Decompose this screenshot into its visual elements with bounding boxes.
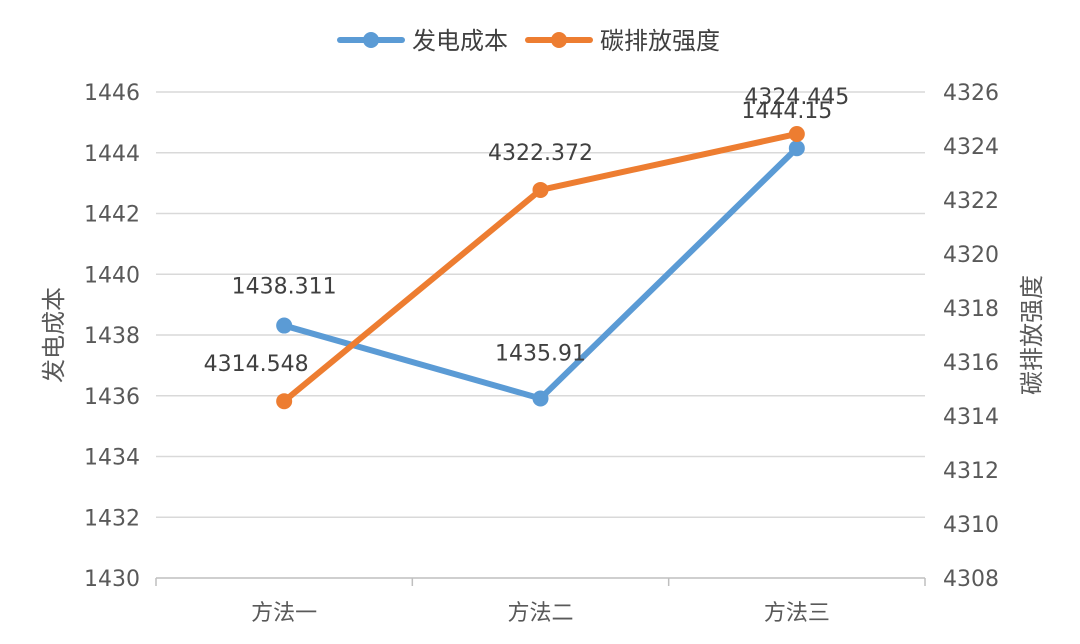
- y-right-tick-label: 4326: [943, 81, 999, 106]
- x-tick-label: 方法二: [507, 601, 573, 626]
- data-label-2: 4314.548: [204, 352, 309, 377]
- y-right-tick-label: 4310: [943, 513, 999, 538]
- data-label-1: 1438.311: [232, 275, 337, 300]
- y-right-tick-label: 4308: [943, 567, 999, 592]
- y-left-tick-label: 1446: [84, 81, 140, 106]
- legend: 发电成本 碳排放强度: [337, 27, 720, 55]
- y-right-tick-label: 4316: [943, 351, 999, 376]
- y-left-tick-label: 1432: [84, 506, 140, 531]
- series-2-point: [276, 393, 293, 410]
- x-tick-label: 方法三: [764, 601, 830, 626]
- legend-label-1: 发电成本: [412, 27, 508, 55]
- series-lines: [276, 125, 805, 410]
- series-1-point: [532, 390, 549, 407]
- legend-label-2: 碳排放强度: [600, 27, 720, 55]
- y-left-tick-label: 1442: [84, 203, 140, 228]
- data-label-2: 4322.372: [488, 141, 593, 166]
- y-left-tick-label: 1436: [84, 385, 140, 410]
- data-label-1: 1435.91: [495, 341, 586, 366]
- legend-swatch-marker-1: [363, 32, 379, 48]
- x-tick-label: 方法一: [251, 601, 317, 626]
- data-label-1: 1444.15: [741, 99, 832, 124]
- y-right-axis-title: 碳排放强度: [1018, 275, 1046, 395]
- y-right-tick-label: 4314: [943, 405, 999, 430]
- legend-swatch-marker-2: [551, 32, 567, 48]
- y-left-tick-label: 1430: [84, 567, 140, 592]
- y-left-axis-title: 发电成本: [40, 287, 68, 383]
- y-left-tick-label: 1434: [84, 446, 140, 471]
- y-right-tick-label: 4322: [943, 189, 999, 214]
- y-right-tick-label: 4318: [943, 297, 999, 322]
- data-label-2: 4324.445: [744, 85, 849, 110]
- series-1-point: [788, 140, 805, 157]
- y-right-tick-label: 4324: [943, 135, 999, 160]
- y-left-tick-label: 1444: [84, 142, 140, 167]
- y-left-tick-label: 1438: [84, 324, 140, 349]
- y-left-tick-label: 1440: [84, 263, 140, 288]
- series-2-point: [532, 181, 549, 198]
- series-2-point: [788, 125, 805, 142]
- series-1-point: [276, 317, 293, 334]
- y-right-tick-label: 4312: [943, 459, 999, 484]
- data-labels: 1438.311 1435.91 1444.15 4314.548 4322.372 43…: [204, 85, 850, 377]
- y-right-tick-label: 4320: [943, 243, 999, 268]
- axes: 1430 1432 1434 1436 1438 1440 1442 1444 1446 4308…: [40, 81, 1046, 626]
